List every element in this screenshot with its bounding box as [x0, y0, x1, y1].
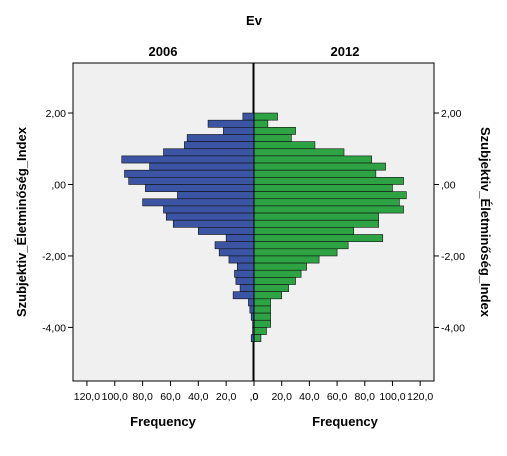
bar-2012-1: [253, 119, 269, 128]
bar-2012-7: [253, 162, 386, 171]
bar-2012-23: [253, 277, 296, 285]
panel-title-left: 2006: [149, 44, 178, 59]
bar-2012-15: [253, 219, 379, 228]
bar-2012-30: [253, 327, 267, 335]
bar-2006-22: [234, 269, 255, 278]
bar-2012-24: [253, 284, 289, 292]
bar-2006-14: [165, 212, 255, 221]
x-axis-label-left: Frequency: [130, 414, 197, 429]
bar-2012-6: [253, 155, 372, 164]
y-tick-label-right-1: ,00: [441, 179, 456, 191]
bar-2006-19: [218, 248, 255, 257]
bar-2012-22: [253, 269, 302, 278]
x-tick-label-2006-3: 60,0: [160, 391, 181, 403]
bar-2006-20: [228, 255, 255, 264]
bar-2006-11: [177, 191, 255, 200]
bar-2012-2: [253, 127, 296, 135]
x-axis-label-right: Frequency: [312, 414, 379, 429]
bar-2012-9: [253, 177, 404, 185]
y-tick-label-right-2: -2,00: [441, 251, 465, 263]
bar-2006-1: [207, 119, 255, 128]
bar-2006-10: [145, 184, 255, 192]
bar-2012-25: [253, 291, 282, 300]
bar-2012-12: [253, 198, 400, 207]
bar-2006-21: [236, 262, 255, 271]
bar-2012-26: [253, 298, 271, 307]
bar-2012-11: [253, 191, 407, 200]
panel-title-right: 2012: [331, 44, 360, 59]
bar-2006-5: [163, 148, 255, 157]
bar-2006-24: [239, 284, 255, 292]
bar-2012-31: [253, 334, 262, 342]
y-tick-label-left-1: ,00: [51, 179, 66, 191]
bar-2006-0: [242, 112, 255, 121]
bar-2012-4: [253, 141, 316, 150]
x-tick-label-2006-5: 20,0: [216, 391, 237, 403]
bar-2006-7: [149, 162, 255, 171]
x-tick-label-2006-2: 80,0: [132, 391, 153, 403]
bar-2006-8: [124, 169, 255, 178]
bar-2006-13: [163, 205, 255, 214]
bar-2012-20: [253, 255, 320, 264]
bar-2006-12: [142, 198, 255, 207]
bar-2006-3: [186, 134, 255, 142]
y-tick-label-right-3: -4,00: [441, 322, 465, 334]
bar-2012-13: [253, 205, 404, 214]
bar-2012-19: [253, 248, 338, 257]
x-tick-label-2012-2: 40,0: [299, 391, 320, 403]
x-tick-label-2012-0: ,0: [250, 391, 259, 403]
bar-2012-18: [253, 241, 349, 250]
bar-2012-16: [253, 227, 354, 235]
y-tick-label-left-0: 2,00: [46, 108, 67, 120]
bar-2012-29: [253, 319, 271, 328]
bar-2012-27: [253, 305, 271, 314]
bar-2012-10: [253, 184, 393, 192]
y-axis-label-left: Szubjektiv_Életminőség_Index: [14, 126, 29, 317]
bar-2012-14: [253, 212, 379, 221]
x-tick-label-2012-4: 80,0: [355, 391, 376, 403]
bar-2012-21: [253, 262, 307, 271]
bar-2006-23: [235, 277, 255, 285]
y-tick-label-right-0: 2,00: [441, 108, 462, 120]
bar-2006-18: [214, 241, 255, 250]
bar-2006-9: [128, 177, 255, 185]
x-tick-label-2006-4: 40,0: [188, 391, 209, 403]
bar-2006-17: [225, 234, 255, 242]
bar-2006-15: [172, 219, 255, 228]
bar-2012-0: [253, 112, 278, 121]
y-tick-label-left-3: -4,00: [42, 322, 66, 334]
bar-2006-26: [248, 298, 255, 307]
bar-2012-5: [253, 148, 345, 157]
bar-2006-2: [223, 127, 255, 135]
x-tick-label-2012-6: 120,0: [407, 391, 433, 403]
x-tick-label-2012-3: 60,0: [327, 391, 348, 403]
x-tick-label-2006-6: ,0: [250, 391, 259, 403]
bar-2012-28: [253, 312, 271, 321]
y-tick-label-left-2: -2,00: [42, 251, 66, 263]
bar-2012-17: [253, 234, 384, 242]
x-tick-label-2006-1: 100,0: [102, 391, 128, 403]
bar-2006-4: [184, 141, 255, 150]
chart-title: Ev: [246, 13, 263, 28]
bar-2006-25: [232, 291, 255, 300]
bar-2006-16: [198, 227, 255, 235]
bar-2006-6: [121, 155, 255, 164]
x-tick-label-2012-1: 20,0: [271, 391, 292, 403]
bar-2012-3: [253, 134, 292, 142]
x-tick-label-2006-0: 120,0: [74, 391, 100, 403]
y-axis-label-right: Szubjektiv_Életminőség_Index: [478, 127, 493, 318]
bar-2012-8: [253, 169, 377, 178]
bar-2006-27: [249, 305, 255, 314]
x-tick-label-2012-5: 100,0: [379, 391, 405, 403]
